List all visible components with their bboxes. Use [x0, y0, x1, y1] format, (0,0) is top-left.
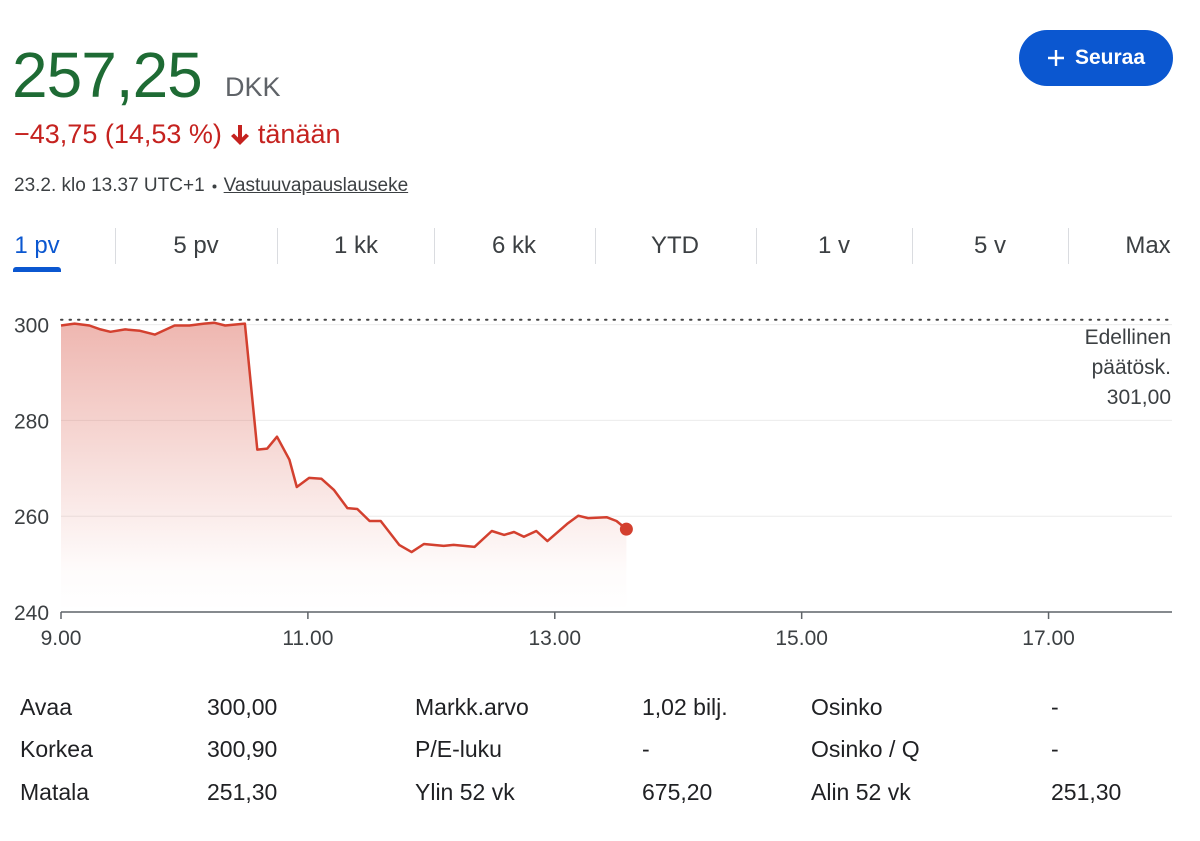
- last-point: [619, 522, 633, 536]
- y-tick-label: 240: [14, 602, 49, 625]
- tab-separator: [595, 228, 596, 264]
- stat-value: -: [1051, 736, 1059, 762]
- y-tick-label: 280: [14, 410, 49, 433]
- stat-label: P/E-luku: [415, 736, 502, 762]
- follow-button[interactable]: Seuraa: [1019, 30, 1173, 86]
- stat-label: Markk.arvo: [415, 694, 529, 720]
- stat-value: 300,00: [207, 694, 278, 720]
- tab[interactable]: YTD: [651, 232, 699, 259]
- tab[interactable]: 5 v: [973, 232, 1007, 259]
- change-row: −43,75 (14,53 %) tänään: [14, 119, 341, 150]
- tab[interactable]: 1 kk: [333, 232, 379, 259]
- price: 257,25: [12, 39, 203, 111]
- disclaimer-link[interactable]: Vastuuvapauslauseke: [223, 175, 409, 196]
- tab-separator: [912, 228, 913, 264]
- x-tick-label: 15.00: [775, 627, 828, 650]
- tab-separator: [115, 228, 116, 264]
- stat-label: Osinko: [811, 694, 883, 720]
- tab-separator: [434, 228, 435, 264]
- follow-label: Seuraa: [1074, 46, 1146, 69]
- chart: 240 260 280 300 Edellinen päätösk. 301,00 9.00 1…: [14, 315, 1173, 650]
- x-tick-label: 17.00: [1022, 627, 1075, 650]
- x-tick-label: 13.00: [528, 627, 581, 650]
- stat-value: 1,02 bilj.: [642, 694, 728, 720]
- tab-separator: [756, 228, 757, 264]
- price-line: [60, 321, 628, 554]
- previous-close-label: 301,00: [1107, 386, 1171, 409]
- x-tick-label: 11.00: [282, 627, 333, 650]
- stat-label: Korkea: [20, 736, 93, 762]
- stat-label: Osinko / Q: [811, 736, 920, 762]
- stat-label: Alin 52 vk: [811, 779, 911, 805]
- tab[interactable]: 6 kk: [491, 232, 537, 259]
- plus-icon: [1047, 50, 1064, 66]
- tab[interactable]: 1 pv: [14, 232, 60, 259]
- period: tänään: [257, 119, 341, 149]
- tab-indicator: [13, 267, 61, 272]
- stat-label: Matala: [20, 779, 90, 805]
- currency: DKK: [225, 72, 281, 102]
- area: [61, 322, 627, 612]
- stat-value: 675,20: [642, 779, 713, 805]
- stat-value: 251,30: [1051, 779, 1122, 805]
- previous-close-annotation: Edellinen: [1085, 326, 1171, 349]
- stat-value: 300,90: [207, 736, 278, 762]
- down-arrow-icon: [230, 124, 249, 145]
- change: −43,75 (14,53 %): [14, 119, 222, 149]
- stat-value: 251,30: [207, 779, 278, 805]
- timestamp: 23.2. klo 13.37 UTC+1: [14, 175, 205, 196]
- y-tick-label: 300: [14, 315, 49, 338]
- tab[interactable]: 5 pv: [173, 232, 219, 259]
- previous-close-annotation: päätösk.: [1092, 356, 1171, 379]
- tab[interactable]: 1 v: [817, 232, 851, 259]
- x-tick-label: 9.00: [41, 627, 82, 650]
- timestamp-row: 23.2. klo 13.37 UTC+1 Vastuuvapauslausek…: [14, 175, 408, 197]
- stat-value: -: [1051, 694, 1059, 720]
- tab-separator: [277, 228, 278, 264]
- y-tick-label: 260: [14, 506, 49, 529]
- stat-label: Ylin 52 vk: [415, 779, 515, 805]
- stat-label: Avaa: [20, 694, 73, 720]
- stat-value: -: [642, 736, 650, 762]
- tab[interactable]: Max: [1125, 232, 1171, 259]
- separator-dot: [212, 184, 217, 188]
- tab-separator: [1068, 228, 1069, 264]
